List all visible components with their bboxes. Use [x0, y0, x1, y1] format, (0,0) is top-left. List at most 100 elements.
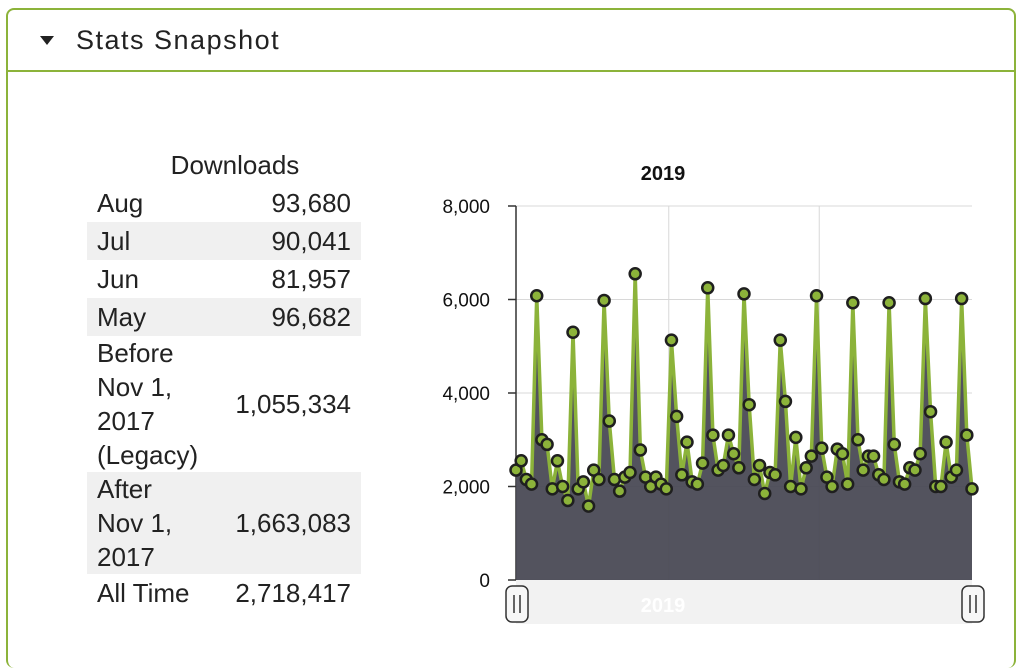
- y-tick-label: 4,000: [442, 384, 490, 405]
- data-point[interactable]: [700, 281, 715, 295]
- row-label: Before Nov 1, 2017 (Legacy): [97, 338, 199, 470]
- row-label: Jun: [97, 264, 139, 294]
- y-tick-label: 2,000: [442, 478, 490, 499]
- downloads-chart: 2019 0 2,000 4,000 6,000 8,000 2019: [420, 150, 1010, 630]
- data-point[interactable]: [550, 454, 565, 468]
- data-point[interactable]: [524, 477, 539, 491]
- data-point[interactable]: [913, 447, 927, 461]
- data-point[interactable]: [799, 461, 813, 475]
- chart-svg: 2019 0 2,000 4,000 6,000 8,000 2019: [442, 163, 985, 624]
- data-point[interactable]: [825, 479, 839, 494]
- navigator-track[interactable]: [516, 580, 972, 624]
- data-point[interactable]: [939, 435, 953, 449]
- series-area: [516, 273, 972, 580]
- data-point[interactable]: [716, 458, 731, 473]
- data-point[interactable]: [814, 441, 829, 455]
- data-point[interactable]: [897, 477, 912, 491]
- data-point[interactable]: [706, 428, 720, 442]
- data-point[interactable]: [737, 287, 751, 301]
- table-row: Aug 93,680: [87, 184, 361, 222]
- data-point[interactable]: [809, 289, 824, 303]
- data-point[interactable]: [960, 428, 974, 442]
- data-point[interactable]: [954, 291, 969, 306]
- row-label: After Nov 1, 2017: [87, 472, 217, 574]
- data-point[interactable]: [659, 482, 674, 496]
- data-point[interactable]: [934, 479, 948, 494]
- data-point[interactable]: [851, 433, 865, 447]
- data-point[interactable]: [581, 499, 596, 513]
- data-point[interactable]: [555, 479, 570, 494]
- row-value: 81,957: [271, 264, 351, 294]
- downloads-table: Downloads Aug 93,680 Jul 90,041 Jun 81,9…: [87, 150, 361, 612]
- data-point[interactable]: [840, 477, 855, 491]
- row-label: Jul: [87, 222, 217, 260]
- data-point[interactable]: [856, 463, 870, 477]
- table-row: Before Nov 1, 2017 (Legacy) 1,055,334: [87, 336, 361, 472]
- data-point[interactable]: [835, 447, 850, 461]
- data-point[interactable]: [804, 449, 819, 463]
- data-point[interactable]: [726, 447, 741, 461]
- data-point[interactable]: [882, 296, 896, 310]
- data-point[interactable]: [680, 435, 694, 449]
- data-point[interactable]: [628, 267, 642, 281]
- data-point[interactable]: [773, 333, 788, 347]
- data-point[interactable]: [789, 430, 803, 445]
- data-point[interactable]: [757, 486, 772, 501]
- data-point[interactable]: [514, 454, 528, 468]
- data-point[interactable]: [675, 468, 689, 482]
- row-label: All Time: [97, 578, 190, 608]
- data-point[interactable]: [612, 484, 627, 498]
- y-tick-label: 8,000: [442, 197, 490, 218]
- data-point[interactable]: [592, 472, 606, 487]
- table-row: Jun 81,957: [87, 260, 361, 298]
- caret-down-icon[interactable]: [40, 35, 54, 45]
- data-point[interactable]: [752, 458, 767, 473]
- data-point[interactable]: [918, 291, 933, 306]
- data-point[interactable]: [923, 404, 938, 419]
- data-point[interactable]: [602, 414, 617, 428]
- data-point[interactable]: [732, 461, 746, 475]
- row-value: 2,718,417: [235, 578, 351, 608]
- navigator-left-handle[interactable]: [505, 585, 529, 623]
- data-point[interactable]: [908, 463, 922, 477]
- chart-title: 2019: [641, 163, 686, 185]
- data-point[interactable]: [794, 482, 808, 496]
- data-point[interactable]: [778, 394, 793, 409]
- table-row: Jul 90,041: [87, 222, 361, 260]
- data-point[interactable]: [690, 477, 705, 491]
- downloads-caption: Downloads: [170, 150, 300, 180]
- row-label: May: [87, 298, 217, 336]
- data-point[interactable]: [747, 472, 762, 487]
- data-point[interactable]: [866, 449, 881, 463]
- data-point[interactable]: [529, 289, 544, 303]
- data-point[interactable]: [540, 437, 554, 452]
- data-point[interactable]: [566, 325, 580, 339]
- table-row: All Time 2,718,417: [87, 574, 361, 612]
- row-value: 90,041: [217, 222, 361, 260]
- row-value: 1,055,334: [235, 389, 351, 419]
- data-point[interactable]: [721, 428, 736, 442]
- data-point[interactable]: [633, 443, 648, 457]
- data-point[interactable]: [623, 465, 637, 480]
- data-point[interactable]: [965, 482, 979, 496]
- table-row: After Nov 1, 2017 1,663,083: [87, 472, 361, 574]
- data-point[interactable]: [949, 463, 964, 477]
- data-point[interactable]: [561, 493, 575, 508]
- row-label: Aug: [97, 188, 144, 218]
- data-point[interactable]: [597, 293, 611, 308]
- navigator-right-handle[interactable]: [961, 585, 985, 623]
- panel-header[interactable]: Stats Snapshot: [8, 10, 1014, 72]
- data-point[interactable]: [669, 409, 684, 424]
- data-point[interactable]: [742, 397, 756, 412]
- data-point[interactable]: [877, 472, 891, 487]
- data-point[interactable]: [576, 475, 591, 489]
- data-point[interactable]: [664, 333, 679, 347]
- data-point[interactable]: [695, 456, 710, 470]
- data-point[interactable]: [887, 437, 902, 452]
- data-point[interactable]: [846, 296, 860, 310]
- row-value: 93,680: [271, 188, 351, 218]
- row-value: 96,682: [217, 298, 361, 336]
- data-point[interactable]: [768, 468, 782, 482]
- table-row: May 96,682: [87, 298, 361, 336]
- panel-title: Stats Snapshot: [76, 24, 281, 55]
